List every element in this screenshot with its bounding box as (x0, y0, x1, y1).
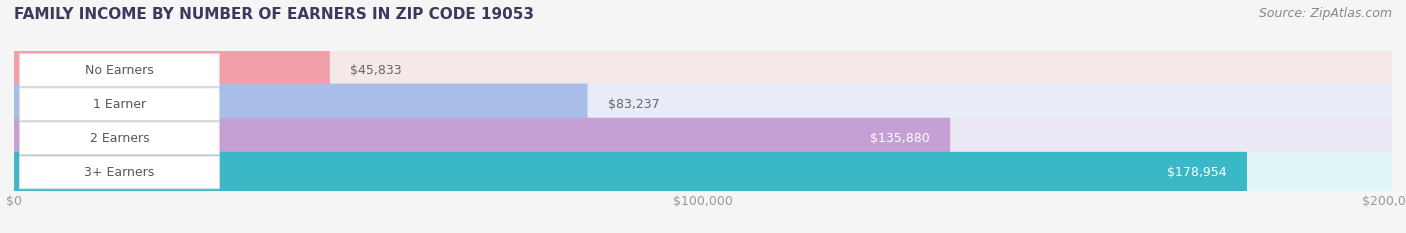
FancyBboxPatch shape (14, 118, 1392, 159)
FancyBboxPatch shape (14, 152, 1247, 193)
Text: $178,954: $178,954 (1167, 166, 1226, 179)
FancyBboxPatch shape (20, 88, 219, 120)
Text: 2 Earners: 2 Earners (90, 132, 149, 145)
FancyBboxPatch shape (20, 122, 219, 154)
FancyBboxPatch shape (14, 152, 1392, 193)
FancyBboxPatch shape (14, 84, 588, 125)
Text: 3+ Earners: 3+ Earners (84, 166, 155, 179)
Text: Source: ZipAtlas.com: Source: ZipAtlas.com (1258, 7, 1392, 20)
FancyBboxPatch shape (14, 50, 1392, 90)
Text: FAMILY INCOME BY NUMBER OF EARNERS IN ZIP CODE 19053: FAMILY INCOME BY NUMBER OF EARNERS IN ZI… (14, 7, 534, 22)
FancyBboxPatch shape (20, 54, 219, 86)
Text: $45,833: $45,833 (350, 64, 402, 76)
FancyBboxPatch shape (14, 50, 330, 90)
Text: $135,880: $135,880 (870, 132, 929, 145)
Text: $83,237: $83,237 (609, 98, 659, 111)
FancyBboxPatch shape (20, 156, 219, 189)
Text: 1 Earner: 1 Earner (93, 98, 146, 111)
Text: No Earners: No Earners (86, 64, 153, 76)
FancyBboxPatch shape (14, 118, 950, 159)
FancyBboxPatch shape (14, 84, 1392, 125)
